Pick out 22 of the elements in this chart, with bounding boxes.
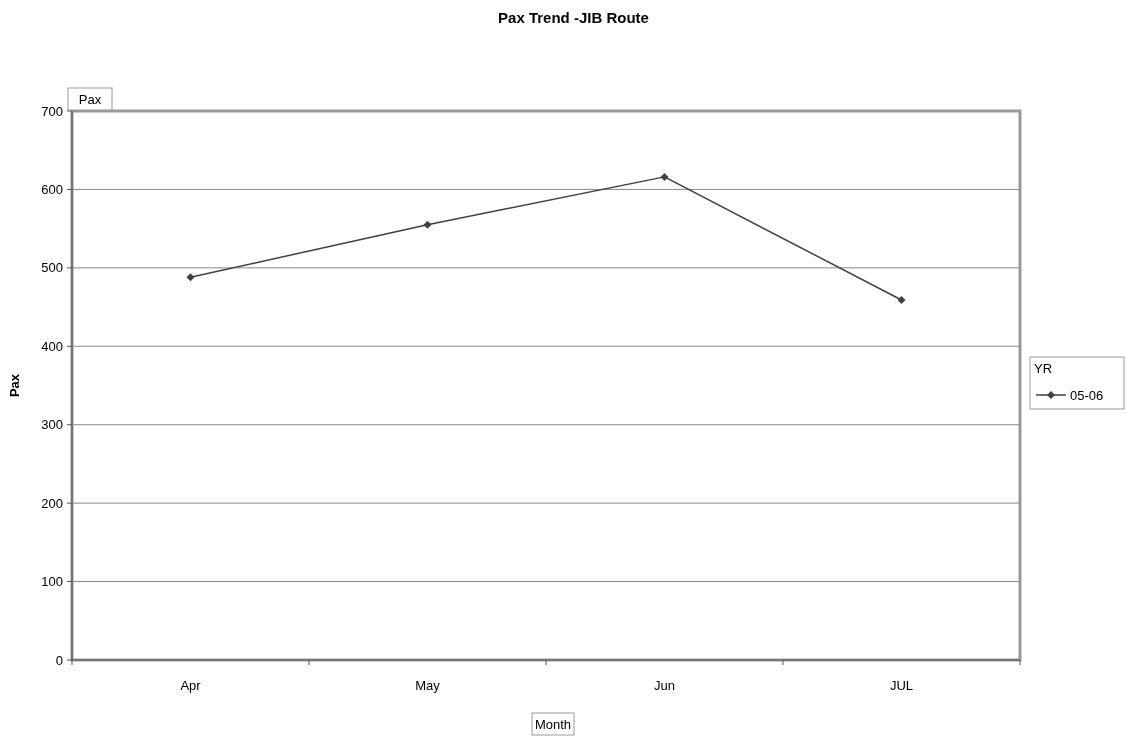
- y-tick-label: 300: [41, 417, 63, 433]
- point: [660, 172, 669, 181]
- y-tick-label: 600: [41, 181, 63, 197]
- chart-title: Pax Trend -JIB Route: [498, 9, 649, 26]
- y-tick-label: 400: [41, 338, 63, 354]
- y-tick-label: 0: [55, 652, 63, 668]
- x-tick-label: Apr: [180, 678, 202, 693]
- x-tick-label: Jun: [654, 678, 675, 693]
- point: [186, 273, 195, 282]
- text: Pax: [78, 92, 102, 107]
- y-axis-title: Pax: [7, 373, 22, 398]
- x-tick-label: May: [415, 678, 441, 693]
- y-tick-label: 500: [41, 260, 63, 276]
- y-tick-label: 100: [41, 574, 63, 590]
- legend-title: YR: [1034, 361, 1053, 376]
- point: [897, 296, 906, 305]
- x-axis-title: Month: [534, 717, 572, 732]
- point: [423, 220, 432, 229]
- x-tick-label: JUL: [889, 678, 914, 693]
- legend-label: 05-06: [1070, 387, 1104, 403]
- y-tick-label: 700: [41, 103, 63, 119]
- y-tick-label: 200: [41, 495, 63, 511]
